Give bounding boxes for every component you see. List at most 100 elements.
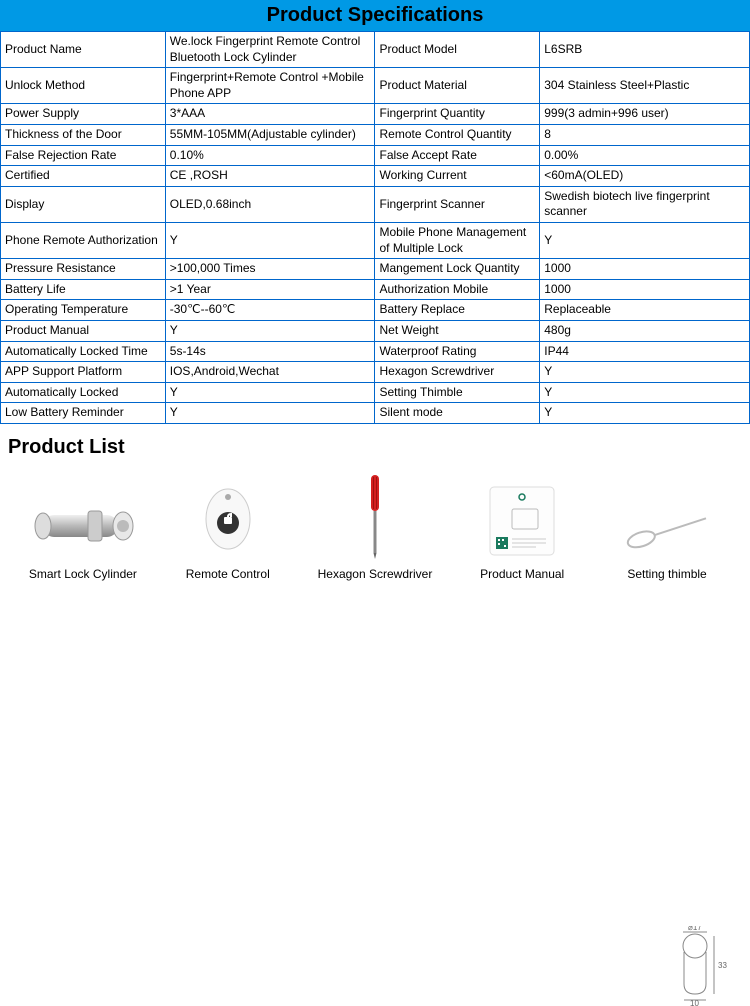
spec-value: IOS,Android,Wechat (165, 362, 375, 383)
spec-label: Low Battery Reminder (1, 403, 166, 424)
table-row: False Rejection Rate0.10%False Accept Ra… (1, 145, 750, 166)
spec-value: 999(3 admin+996 user) (540, 104, 750, 125)
spec-value: 1000 (540, 279, 750, 300)
dim-width: 10 (690, 999, 699, 1006)
spec-value: Y (165, 320, 375, 341)
table-row: Operating Temperature-30℃--60℃Battery Re… (1, 300, 750, 321)
table-row: Phone Remote AuthorizationYMobile Phone … (1, 222, 750, 258)
spec-label: Battery Replace (375, 300, 540, 321)
spec-table: Product NameWe.lock Fingerprint Remote C… (0, 31, 750, 424)
spec-value: -30℃--60℃ (165, 300, 375, 321)
spec-value: 0.10% (165, 145, 375, 166)
thimble-icon (612, 501, 722, 561)
table-row: Unlock MethodFingerprint+Remote Control … (1, 68, 750, 104)
spec-value: 1000 (540, 259, 750, 280)
spec-label: Automatically Locked (1, 382, 166, 403)
product-list-title: Product List (0, 424, 750, 465)
spec-header: Product Specifications (0, 0, 750, 31)
manual-icon (480, 481, 564, 561)
spec-label: Product Name (1, 32, 166, 68)
spec-value: 55MM-105MM(Adjustable cylinder) (165, 124, 375, 145)
cylinder-icon (28, 491, 138, 561)
spec-value: OLED,0.68inch (165, 186, 375, 222)
product-label: Setting thimble (612, 567, 722, 581)
spec-label: Fingerprint Scanner (375, 186, 540, 222)
spec-label: Automatically Locked Time (1, 341, 166, 362)
spec-label: Product Material (375, 68, 540, 104)
table-row: Power Supply3*AAAFingerprint Quantity999… (1, 104, 750, 125)
dimension-diagram: ⌀17 33 10 (660, 926, 740, 1006)
spec-label: Fingerprint Quantity (375, 104, 540, 125)
table-row: Battery Life>1 YearAuthorization Mobile1… (1, 279, 750, 300)
table-row: Product NameWe.lock Fingerprint Remote C… (1, 32, 750, 68)
product-item-thimble: Setting thimble (612, 501, 722, 581)
remote-icon (186, 481, 270, 561)
spec-value: IP44 (540, 341, 750, 362)
spec-value: Y (540, 403, 750, 424)
spec-label: Unlock Method (1, 68, 166, 104)
product-list: Smart Lock Cylinder Remote Control (0, 465, 750, 591)
table-row: Low Battery ReminderYSilent modeY (1, 403, 750, 424)
spec-value: Y (165, 403, 375, 424)
product-item-manual: Product Manual (480, 481, 564, 581)
spec-value: Y (540, 362, 750, 383)
spec-label: Waterproof Rating (375, 341, 540, 362)
spec-value: We.lock Fingerprint Remote Control Bluet… (165, 32, 375, 68)
product-item-remote: Remote Control (186, 481, 270, 581)
spec-label: APP Support Platform (1, 362, 166, 383)
product-label: Remote Control (186, 567, 270, 581)
spec-label: Display (1, 186, 166, 222)
product-label: Product Manual (480, 567, 564, 581)
spec-value: >1 Year (165, 279, 375, 300)
spec-label: Mangement Lock Quantity (375, 259, 540, 280)
spec-label: Battery Life (1, 279, 166, 300)
spec-label: Net Weight (375, 320, 540, 341)
spec-value: 5s-14s (165, 341, 375, 362)
spec-value: <60mA(OLED) (540, 166, 750, 187)
spec-value: Swedish biotech live fingerprint scanner (540, 186, 750, 222)
spec-value: Fingerprint+Remote Control +Mobile Phone… (165, 68, 375, 104)
table-row: Product ManualYNet Weight480g (1, 320, 750, 341)
spec-value: 0.00% (540, 145, 750, 166)
spec-label: Phone Remote Authorization (1, 222, 166, 258)
spec-value: Y (165, 222, 375, 258)
spec-label: Setting Thimble (375, 382, 540, 403)
spec-label: Hexagon Screwdriver (375, 362, 540, 383)
spec-label: Certified (1, 166, 166, 187)
product-label: Hexagon Screwdriver (318, 567, 433, 581)
spec-value: 3*AAA (165, 104, 375, 125)
spec-value: 304 Stainless Steel+Plastic (540, 68, 750, 104)
spec-value: 8 (540, 124, 750, 145)
spec-value: >100,000 Times (165, 259, 375, 280)
product-item-cylinder: Smart Lock Cylinder (28, 491, 138, 581)
table-row: Thickness of the Door55MM-105MM(Adjustab… (1, 124, 750, 145)
spec-label: Mobile Phone Management of Multiple Lock (375, 222, 540, 258)
spec-value: Replaceable (540, 300, 750, 321)
spec-label: Authorization Mobile (375, 279, 540, 300)
spec-label: Operating Temperature (1, 300, 166, 321)
spec-label: False Rejection Rate (1, 145, 166, 166)
spec-label: Thickness of the Door (1, 124, 166, 145)
spec-label: Product Model (375, 32, 540, 68)
spec-value: L6SRB (540, 32, 750, 68)
product-label: Smart Lock Cylinder (28, 567, 138, 581)
screwdriver-icon (318, 471, 433, 561)
spec-label: Product Manual (1, 320, 166, 341)
spec-value: 480g (540, 320, 750, 341)
table-row: Automatically LockedYSetting ThimbleY (1, 382, 750, 403)
table-row: CertifiedCE ,ROSHWorking Current<60mA(OL… (1, 166, 750, 187)
spec-label: Silent mode (375, 403, 540, 424)
dim-diameter: ⌀17 (688, 926, 702, 932)
product-item-screwdriver: Hexagon Screwdriver (318, 471, 433, 581)
dim-height: 33 (718, 961, 727, 970)
spec-label: Remote Control Quantity (375, 124, 540, 145)
spec-label: Pressure Resistance (1, 259, 166, 280)
table-row: Pressure Resistance>100,000 TimesMangeme… (1, 259, 750, 280)
spec-label: Working Current (375, 166, 540, 187)
spec-label: Power Supply (1, 104, 166, 125)
spec-label: False Accept Rate (375, 145, 540, 166)
table-row: DisplayOLED,0.68inchFingerprint ScannerS… (1, 186, 750, 222)
table-row: Automatically Locked Time5s-14sWaterproo… (1, 341, 750, 362)
spec-value: Y (540, 382, 750, 403)
table-row: APP Support PlatformIOS,Android,WechatHe… (1, 362, 750, 383)
